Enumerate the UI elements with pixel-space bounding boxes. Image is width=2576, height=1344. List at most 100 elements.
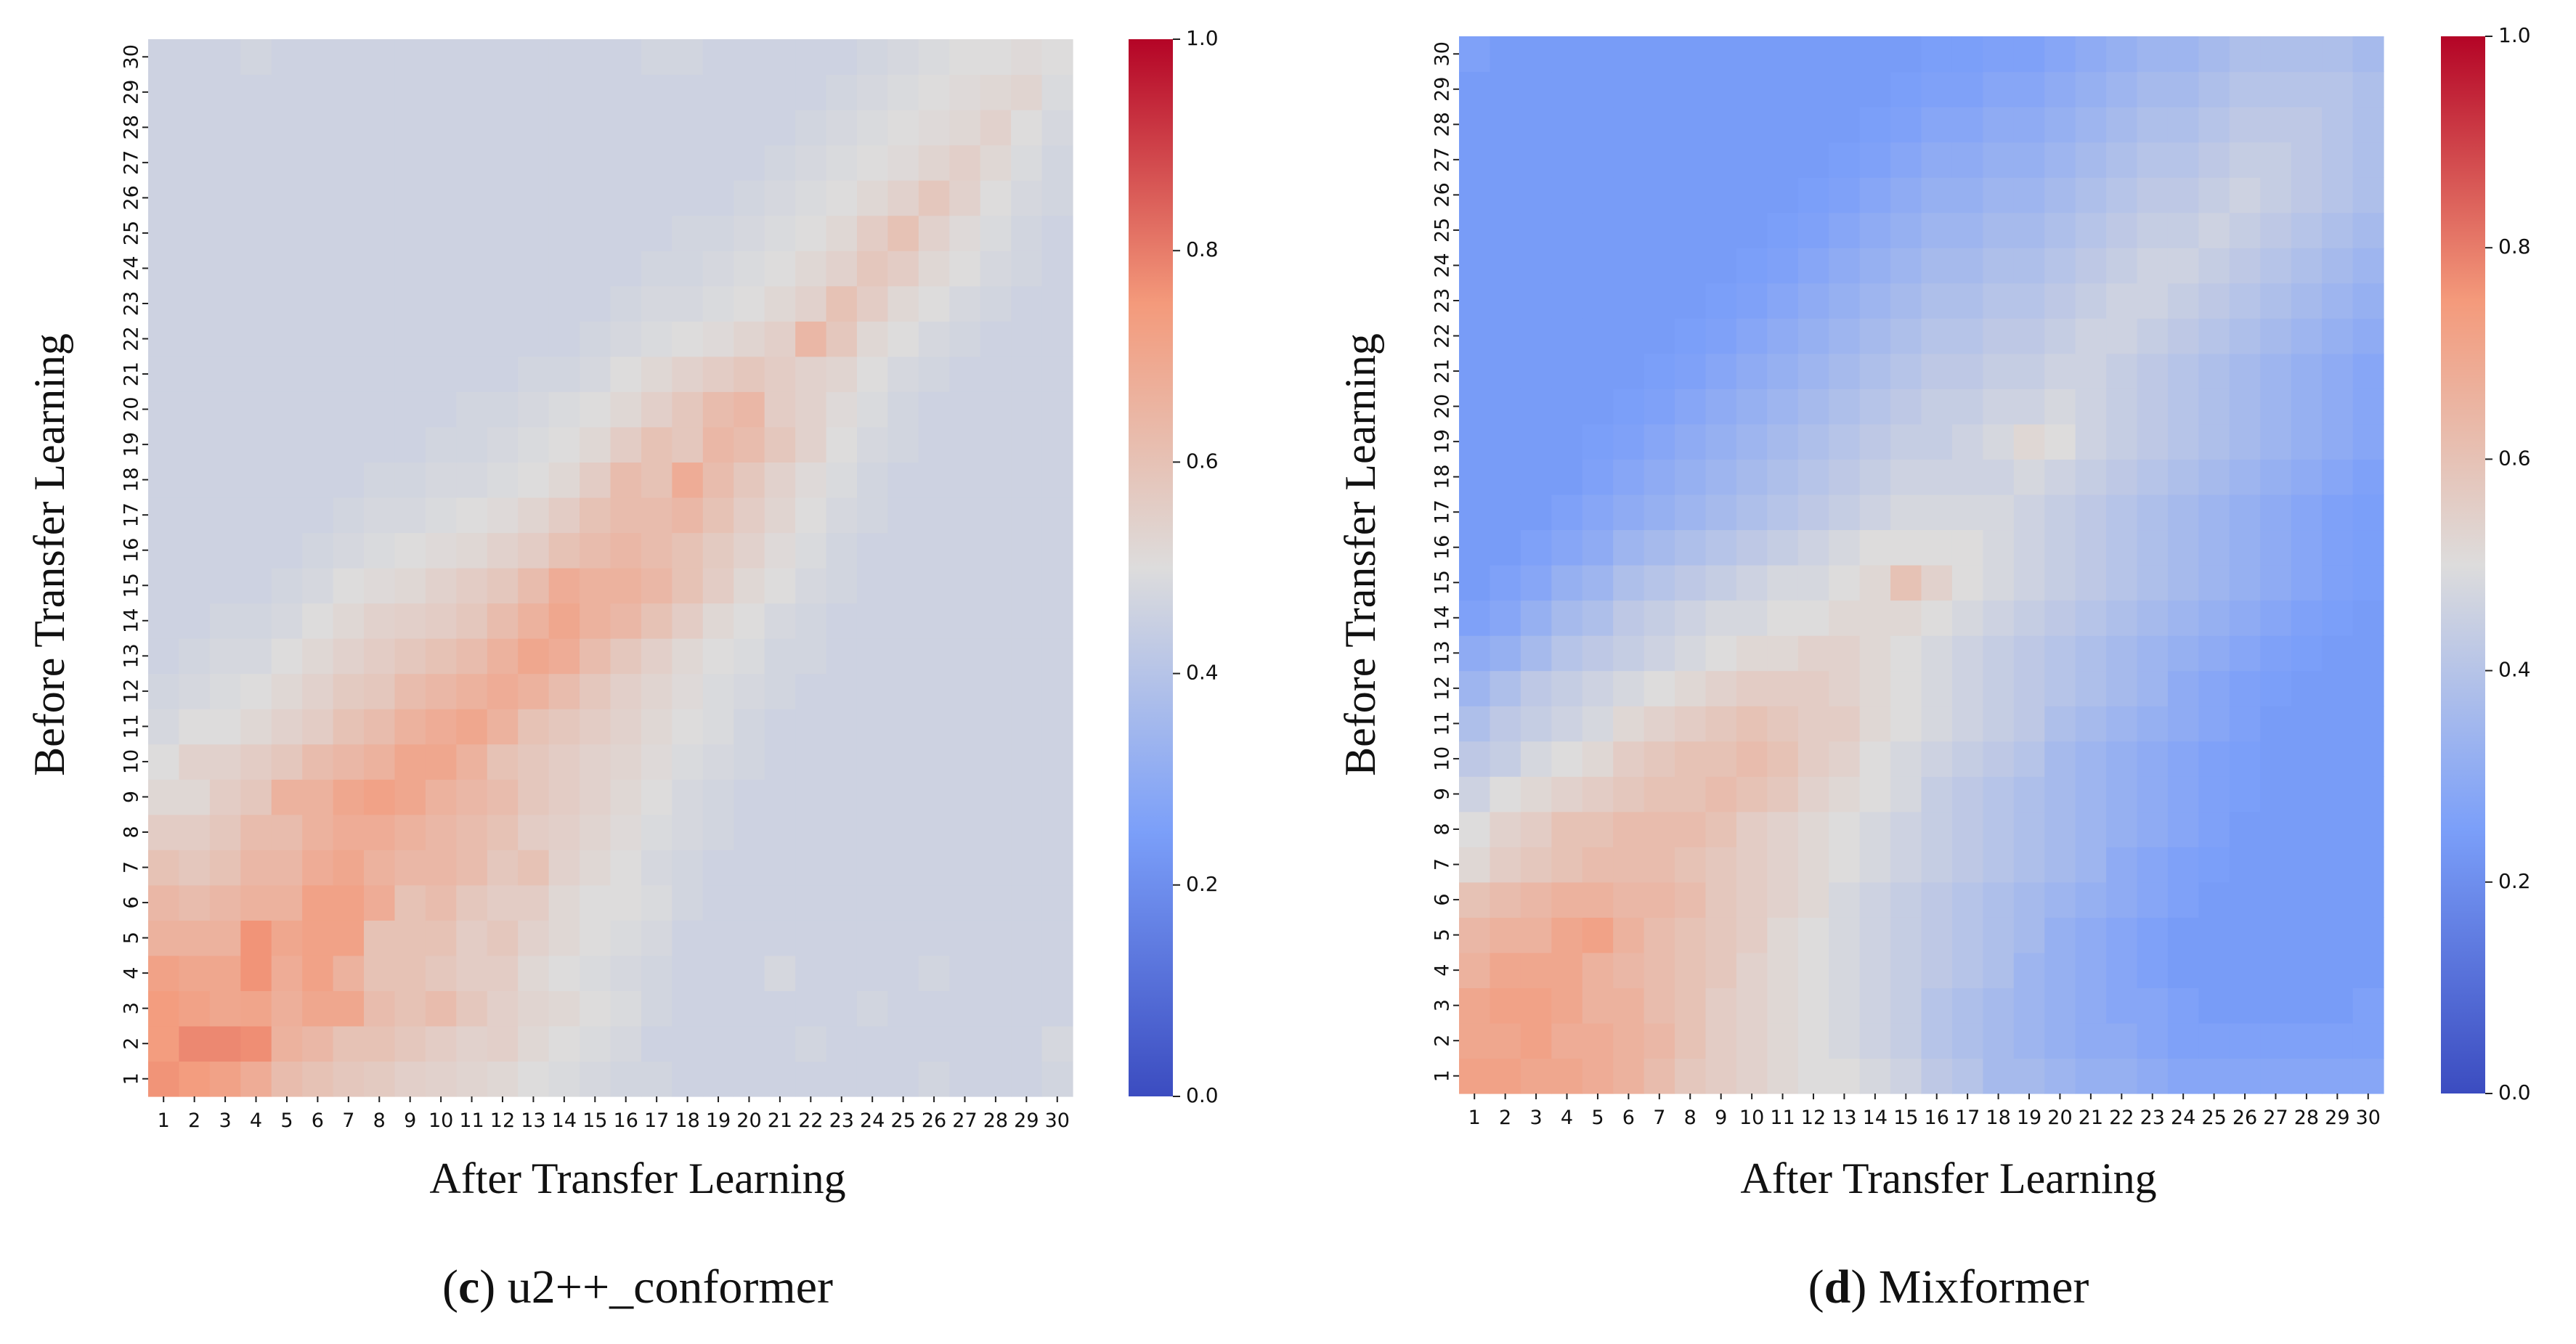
- heatmap-cell: [2198, 987, 2230, 1024]
- heatmap-cell: [302, 568, 334, 604]
- heatmap-cell: [826, 356, 858, 392]
- heatmap-cell: [487, 497, 519, 534]
- heatmap-cell: [1551, 987, 1583, 1024]
- heatmap-cell: [2137, 318, 2169, 354]
- heatmap-cell: [672, 1061, 704, 1097]
- heatmap-cell: [826, 251, 858, 287]
- heatmap-cell: [1582, 388, 1614, 425]
- heatmap-cell: [2137, 459, 2169, 495]
- heatmap-cell: [641, 603, 673, 639]
- heatmap-cell: [456, 497, 488, 534]
- heatmap-cell: [795, 180, 827, 216]
- heatmap-cell: [2291, 353, 2323, 389]
- heatmap-cell: [856, 144, 888, 181]
- heatmap-cell: [271, 1025, 303, 1062]
- heatmap-cell: [1736, 847, 1768, 883]
- heatmap-cell: [271, 462, 303, 498]
- heatmap-cell: [1011, 884, 1043, 921]
- heatmap-cell: [1736, 1022, 1768, 1059]
- heatmap-cell: [1459, 423, 1491, 460]
- heatmap-cell: [702, 462, 734, 498]
- heatmap-cell: [2322, 776, 2354, 812]
- heatmap-cell: [1890, 388, 1922, 425]
- heatmap-cell: [1890, 1022, 1922, 1059]
- x-tick-label: 15: [582, 1109, 607, 1132]
- heatmap-cell: [333, 744, 365, 780]
- heatmap-cell: [1921, 987, 1953, 1024]
- heatmap-cell: [1459, 881, 1491, 918]
- heatmap-cell: [702, 990, 734, 1027]
- heatmap-cell: [2137, 248, 2169, 284]
- heatmap-cell: [1520, 1058, 1552, 1094]
- heatmap-cell: [1859, 177, 1891, 213]
- heatmap-cell: [734, 1061, 765, 1097]
- heatmap-cell: [148, 215, 180, 251]
- heatmap-cell: [2013, 706, 2045, 742]
- heatmap-cell: [2291, 987, 2323, 1024]
- heatmap-cell: [1829, 107, 1861, 143]
- heatmap-cell: [2167, 847, 2199, 883]
- heatmap-cell: [1490, 529, 1521, 566]
- heatmap-cell: [364, 180, 396, 216]
- heatmap-cell: [887, 603, 919, 639]
- heatmap-cell: [1736, 353, 1768, 389]
- x-tick-label: 10: [428, 1109, 453, 1132]
- heatmap-cell: [209, 74, 241, 110]
- heatmap-cell: [1983, 212, 2015, 248]
- heatmap-cell: [2291, 635, 2323, 672]
- heatmap-cell: [580, 1061, 612, 1097]
- heatmap-cell: [2013, 107, 2045, 143]
- heatmap-cell: [1767, 706, 1799, 742]
- heatmap-cell: [1041, 180, 1073, 216]
- heatmap-cell: [1767, 494, 1799, 531]
- x-tick-label: 4: [250, 1109, 262, 1132]
- heatmap-cell: [209, 1061, 241, 1097]
- heatmap-cell: [1613, 36, 1645, 73]
- heatmap-cell: [456, 850, 488, 886]
- heatmap-cell: [641, 462, 673, 498]
- heatmap-cell: [1011, 532, 1043, 569]
- heatmap-cell: [949, 884, 981, 921]
- heatmap-cell: [1736, 248, 1768, 284]
- heatmap-cell: [1643, 952, 1675, 988]
- heatmap-cell: [2106, 635, 2138, 672]
- heatmap-cell: [302, 814, 334, 850]
- heatmap-cell: [271, 955, 303, 991]
- heatmap-cell: [1983, 776, 2015, 812]
- heatmap-cell: [1921, 565, 1953, 601]
- heatmap-cell: [148, 638, 180, 675]
- heatmap-cell: [1551, 36, 1583, 73]
- heatmap-cell: [333, 779, 365, 815]
- heatmap-cell: [2137, 600, 2169, 636]
- heatmap-cell: [1675, 600, 1707, 636]
- heatmap-cell: [2352, 987, 2384, 1024]
- heatmap-cell: [795, 744, 827, 780]
- heatmap-cell: [1951, 318, 1983, 354]
- heatmap-cell: [918, 251, 950, 287]
- heatmap-cell: [394, 673, 426, 709]
- heatmap-cell: [918, 568, 950, 604]
- heatmap-cell: [1613, 917, 1645, 953]
- heatmap-cell: [764, 850, 796, 886]
- heatmap-cell: [2167, 565, 2199, 601]
- heatmap-cell: [425, 744, 457, 780]
- heatmap-cell: [2322, 36, 2354, 73]
- heatmap-cell: [179, 673, 211, 709]
- heatmap-cell: [1675, 248, 1707, 284]
- heatmap-cell: [795, 1061, 827, 1097]
- heatmap-cell: [1011, 744, 1043, 780]
- heatmap-cell: [1643, 635, 1675, 672]
- heatmap-cell: [1705, 71, 1737, 107]
- heatmap-cell: [856, 39, 888, 76]
- heatmap-cell: [610, 215, 642, 251]
- heatmap-cell: [1551, 423, 1583, 460]
- heatmap-cell: [2075, 142, 2107, 178]
- heatmap-cell: [734, 920, 765, 956]
- heatmap-cell: [887, 497, 919, 534]
- heatmap-cell: [1520, 388, 1552, 425]
- heatmap-cell: [1951, 459, 1983, 495]
- heatmap-cell: [1490, 741, 1521, 777]
- heatmap-cell: [1951, 1022, 1983, 1059]
- caption-d-close: ): [1850, 1260, 1866, 1314]
- heatmap-cell: [1705, 881, 1737, 918]
